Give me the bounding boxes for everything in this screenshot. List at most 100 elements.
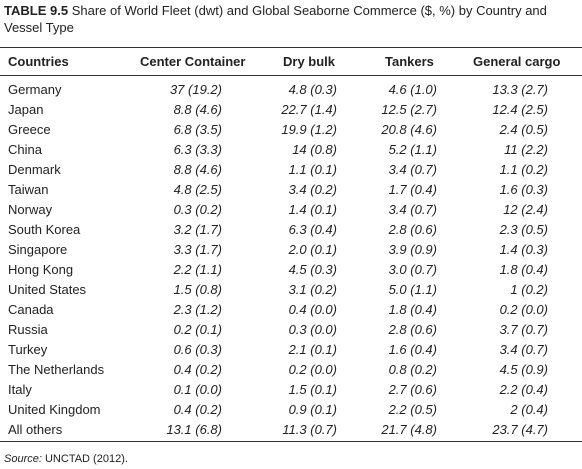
table-cell: 22.7 (1.4) — [281, 102, 337, 117]
table-cell: 14 (0.8) — [292, 142, 337, 157]
column-header: Countries — [8, 54, 69, 69]
table-cell: 0.3 (0.2) — [173, 202, 222, 217]
table-cell: 0.4 (0.2) — [173, 362, 222, 377]
table-cell: 11 (2.2) — [504, 142, 548, 157]
table-cell: 0.3 (0.0) — [288, 322, 337, 337]
column-header: Dry bulk — [283, 54, 336, 69]
column-header: General cargo — [473, 54, 561, 69]
table-cell: 3.4 (0.7) — [388, 162, 437, 177]
table-cell: 13.1 (6.8) — [166, 422, 222, 437]
row-label: United States — [8, 282, 87, 297]
table-cell: 2.1 (0.1) — [288, 342, 337, 357]
table-cell: 6.3 (0.4) — [288, 222, 337, 237]
row-label: Italy — [8, 382, 32, 397]
row-label: Greece — [8, 122, 51, 137]
top-rule — [0, 47, 582, 48]
table-cell: 0.1 (0.0) — [173, 382, 222, 397]
table-cell: 2.2 (0.4) — [499, 382, 548, 397]
table-cell: 2 (0.4) — [510, 402, 548, 417]
table-cell: 8.8 (4.6) — [173, 102, 222, 117]
table-cell: 0.8 (0.2) — [388, 362, 437, 377]
table-cell: 0.4 (0.0) — [288, 302, 337, 317]
table-cell: 0.2 (0.1) — [173, 322, 222, 337]
column-header: Tankers — [385, 54, 434, 69]
table-cell: 4.8 (2.5) — [173, 182, 222, 197]
row-label: The Netherlands — [8, 362, 105, 377]
table-cell: 3.1 (0.2) — [288, 282, 337, 297]
table-cell: 1.7 (0.4) — [388, 182, 437, 197]
row-label: All others — [8, 422, 63, 437]
table-cell: 4.5 (0.3) — [288, 262, 337, 277]
table-cell: 2.7 (0.6) — [388, 382, 437, 397]
table-cell: 12.4 (2.5) — [492, 102, 548, 117]
table-cell: 21.7 (4.8) — [381, 422, 437, 437]
table-cell: 12.5 (2.7) — [381, 102, 437, 117]
table-cell: 4.6 (1.0) — [388, 82, 437, 97]
table-cell: 5.0 (1.1) — [388, 282, 437, 297]
table-cell: 1 (0.2) — [510, 282, 548, 297]
table-cell: 3.9 (0.9) — [388, 242, 437, 257]
table-cell: 3.4 (0.7) — [388, 202, 437, 217]
table-cell: 0.6 (0.3) — [173, 342, 222, 357]
table-cell: 1.1 (0.2) — [499, 162, 548, 177]
table-cell: 1.6 (0.4) — [388, 342, 437, 357]
table-cell: 2.3 (0.5) — [499, 222, 548, 237]
bottom-rule — [0, 441, 582, 442]
table-cell: 1.5 (0.8) — [173, 282, 222, 297]
row-label: Russia — [8, 322, 48, 337]
table-cell: 1.6 (0.3) — [499, 182, 548, 197]
title-text: Share of World Fleet (dwt) and Global Se… — [4, 3, 547, 35]
table-cell: 0.4 (0.2) — [173, 402, 222, 417]
table-cell: 3.0 (0.7) — [388, 262, 437, 277]
header-rule — [0, 75, 582, 76]
table-cell: 19.9 (1.2) — [281, 122, 337, 137]
row-label: Germany — [8, 82, 62, 97]
table-number: TABLE 9.5 — [4, 3, 69, 18]
table-cell: 3.4 (0.2) — [288, 182, 337, 197]
row-label: Taiwan — [8, 182, 49, 197]
table-cell: 2.8 (0.6) — [388, 222, 437, 237]
row-label: Canada — [8, 302, 54, 317]
source-text: UNCTAD (2012). — [44, 453, 128, 465]
table-cell: 1.8 (0.4) — [388, 302, 437, 317]
row-label: China — [8, 142, 42, 157]
row-label: Turkey — [8, 342, 48, 357]
table-cell: 3.2 (1.7) — [173, 222, 222, 237]
table-cell: 3.7 (0.7) — [499, 322, 548, 337]
table-cell: 20.8 (4.6) — [381, 122, 437, 137]
table-cell: 12 (2.4) — [503, 202, 548, 217]
table-cell: 1.8 (0.4) — [499, 262, 548, 277]
table-cell: 0.2 (0.0) — [499, 302, 548, 317]
table-cell: 0.9 (0.1) — [288, 402, 337, 417]
table-cell: 3.3 (1.7) — [173, 242, 222, 257]
row-label: Japan — [8, 102, 44, 117]
row-label: Norway — [8, 202, 53, 217]
table-cell: 1.1 (0.1) — [288, 162, 337, 177]
row-label: Hong Kong — [8, 262, 74, 277]
table-cell: 4.5 (0.9) — [499, 362, 548, 377]
table-cell: 2.3 (1.2) — [173, 302, 222, 317]
table-cell: 5.2 (1.1) — [388, 142, 437, 157]
row-label: Singapore — [8, 242, 68, 257]
table-cell: 1.4 (0.3) — [499, 242, 548, 257]
table-cell: 2.8 (0.6) — [388, 322, 437, 337]
table-cell: 3.4 (0.7) — [499, 342, 548, 357]
table-cell: 2.2 (1.1) — [173, 262, 222, 277]
table-cell: 8.8 (4.6) — [173, 162, 222, 177]
source-note: Source: UNCTAD (2012). — [4, 451, 128, 467]
column-header: Center Container — [140, 54, 246, 69]
table-cell: 11.3 (0.7) — [282, 422, 337, 437]
table-cell: 37 (19.2) — [169, 82, 222, 97]
table-cell: 2.4 (0.5) — [499, 122, 548, 137]
table-cell: 13.3 (2.7) — [492, 82, 548, 97]
row-label: United Kingdom — [8, 402, 101, 417]
table-cell: 1.4 (0.1) — [288, 202, 337, 217]
table-cell: 4.8 (0.3) — [288, 82, 337, 97]
table-cell: 2.0 (0.1) — [288, 242, 337, 257]
table-cell: 0.2 (0.0) — [288, 362, 337, 377]
table-cell: 1.5 (0.1) — [288, 382, 337, 397]
table-cell: 6.8 (3.5) — [173, 122, 222, 137]
row-label: South Korea — [8, 222, 81, 237]
table-cell: 23.7 (4.7) — [492, 422, 548, 437]
